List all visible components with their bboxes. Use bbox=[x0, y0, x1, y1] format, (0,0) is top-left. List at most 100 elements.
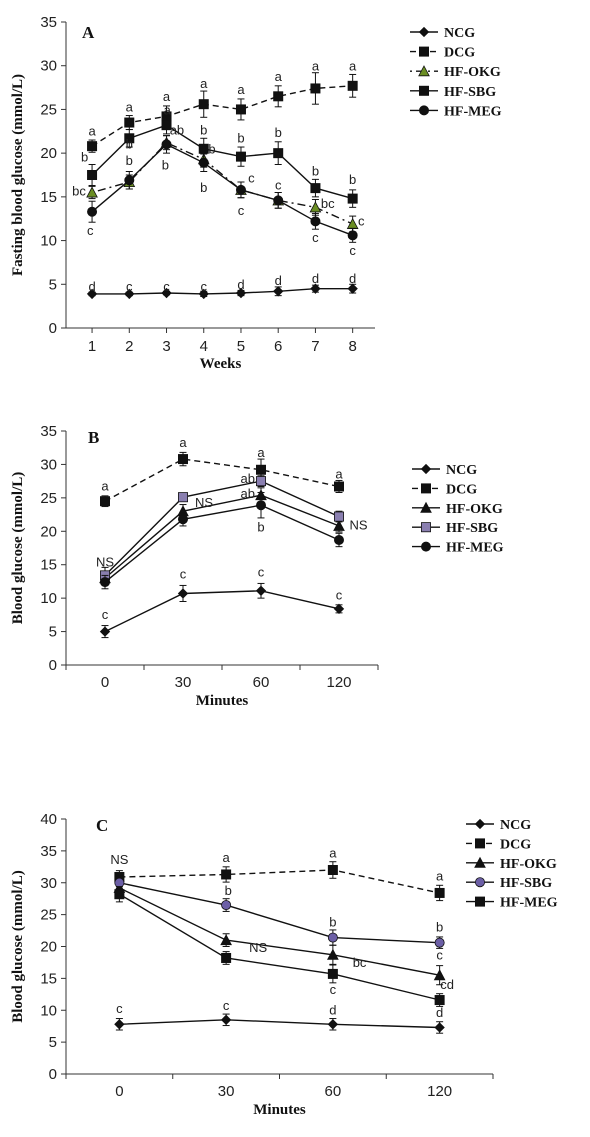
x-tick-label: 8 bbox=[348, 338, 356, 355]
annotation-label: d bbox=[312, 271, 319, 286]
data-point bbox=[87, 169, 98, 180]
annotation-label: c bbox=[200, 279, 207, 294]
annotation-label: b bbox=[126, 136, 133, 151]
legend-marker bbox=[474, 838, 485, 849]
series-line bbox=[119, 882, 440, 944]
series-HF-SBG bbox=[100, 475, 344, 584]
series-HF-MEG bbox=[100, 492, 344, 590]
data-point bbox=[310, 283, 321, 294]
legend-marker bbox=[420, 483, 431, 494]
x-tick-label: 0 bbox=[101, 674, 109, 691]
panel-label: A bbox=[82, 23, 95, 42]
series-line bbox=[119, 869, 440, 894]
legend-label: DCG bbox=[444, 46, 475, 61]
annotation-label: c bbox=[116, 1001, 123, 1016]
y-tick-label: 10 bbox=[40, 233, 57, 250]
series-HF-MEG bbox=[114, 886, 445, 1007]
data-point bbox=[86, 186, 98, 198]
annotation-label: bc bbox=[353, 955, 367, 970]
annotation-label: b bbox=[275, 125, 282, 140]
annotation-label: b bbox=[162, 157, 169, 172]
legend-label: HF-SBG bbox=[444, 85, 496, 100]
annotation-label: a bbox=[163, 89, 171, 104]
data-point bbox=[235, 104, 246, 115]
data-point bbox=[310, 83, 321, 94]
y-tick-label: 35 bbox=[40, 843, 57, 860]
annotation-label: d bbox=[329, 1002, 336, 1017]
annotation-label: c bbox=[436, 947, 443, 962]
annotation-label: a bbox=[312, 59, 320, 74]
data-point bbox=[235, 151, 246, 162]
chart-panel-B: 0 5 10 15 20 25 30 35 0 30 60 120 Minutes Blood gluco… bbox=[10, 423, 504, 709]
x-axis-label: Minutes bbox=[253, 1102, 306, 1118]
data-point bbox=[198, 288, 209, 300]
annotation-label: a bbox=[164, 102, 172, 117]
legend-label: NCG bbox=[500, 818, 531, 833]
data-point bbox=[333, 519, 345, 531]
annotation-label: b bbox=[200, 122, 207, 137]
data-point bbox=[161, 287, 172, 299]
annotation-label: ab bbox=[241, 486, 255, 501]
data-point bbox=[161, 120, 172, 131]
legend-marker bbox=[418, 26, 430, 38]
data-point bbox=[100, 577, 111, 588]
annotation-label: d bbox=[275, 273, 282, 288]
annotation-label: a bbox=[237, 82, 245, 97]
data-point bbox=[327, 968, 338, 979]
annotation-label: c bbox=[258, 565, 265, 580]
x-tick-label: 60 bbox=[325, 1083, 342, 1100]
annotation-label: a bbox=[349, 59, 357, 74]
series-DCG bbox=[114, 861, 445, 902]
annotation-label: c bbox=[102, 607, 109, 622]
data-point bbox=[434, 995, 445, 1006]
annotation-label: a bbox=[436, 868, 444, 883]
data-point bbox=[220, 1014, 232, 1025]
x-axis-label: Minutes bbox=[196, 693, 249, 709]
legend-marker bbox=[418, 65, 430, 77]
annotation-label: b bbox=[208, 142, 215, 157]
annotation-label: b bbox=[237, 130, 244, 145]
data-point bbox=[255, 464, 266, 475]
series-line bbox=[104, 494, 340, 579]
series-line bbox=[119, 893, 440, 1001]
data-point bbox=[198, 157, 209, 168]
annotation-label: bc bbox=[72, 184, 86, 199]
annotation-label: b bbox=[312, 164, 319, 179]
legend-label: HF-SBG bbox=[446, 521, 498, 536]
data-point bbox=[235, 287, 247, 299]
legend-marker bbox=[420, 501, 432, 513]
legend: NCG DCG HF-OKG HF-SBG HF-MEG bbox=[412, 463, 504, 556]
data-point bbox=[434, 1022, 445, 1033]
annotation-label: b bbox=[200, 180, 207, 195]
data-point bbox=[255, 476, 266, 487]
y-tick-label: 25 bbox=[40, 490, 57, 507]
annotation-label: b bbox=[126, 153, 133, 168]
legend: NCG DCG HF-OKG HF-SBG HF-MEG bbox=[466, 818, 558, 911]
legend-marker bbox=[418, 46, 429, 57]
series-line bbox=[91, 124, 353, 200]
legend-label: DCG bbox=[500, 837, 531, 852]
annotation-label: NS bbox=[249, 940, 267, 955]
legend-label: HF-OKG bbox=[446, 502, 503, 517]
annotation-label: c bbox=[163, 279, 170, 294]
data-point bbox=[333, 534, 344, 545]
data-point bbox=[310, 216, 321, 227]
data-point bbox=[221, 952, 232, 963]
y-tick-label: 10 bbox=[40, 590, 57, 607]
series-line bbox=[91, 85, 353, 147]
data-point bbox=[333, 511, 344, 522]
chart-panel-A: 0 5 10 15 20 25 30 35 1 2 3 4 5 6 7 8 Weeks Fasting blood… bbox=[10, 14, 502, 372]
panel-label: B bbox=[88, 428, 99, 447]
annotation-label: bc bbox=[321, 196, 335, 211]
x-tick-label: 30 bbox=[175, 674, 192, 691]
series-line bbox=[92, 288, 353, 295]
legend-label: HF-SBG bbox=[500, 876, 552, 891]
legend-marker bbox=[474, 896, 485, 907]
x-tick-label: 120 bbox=[427, 1083, 452, 1100]
legend-marker bbox=[420, 541, 431, 552]
data-point bbox=[124, 117, 135, 128]
annotation-label: d bbox=[349, 271, 356, 286]
y-axis-label: Blood glucose (mmol/L) bbox=[10, 870, 26, 1023]
annotation-label: c bbox=[248, 170, 255, 185]
y-tick-label: 20 bbox=[40, 523, 57, 540]
